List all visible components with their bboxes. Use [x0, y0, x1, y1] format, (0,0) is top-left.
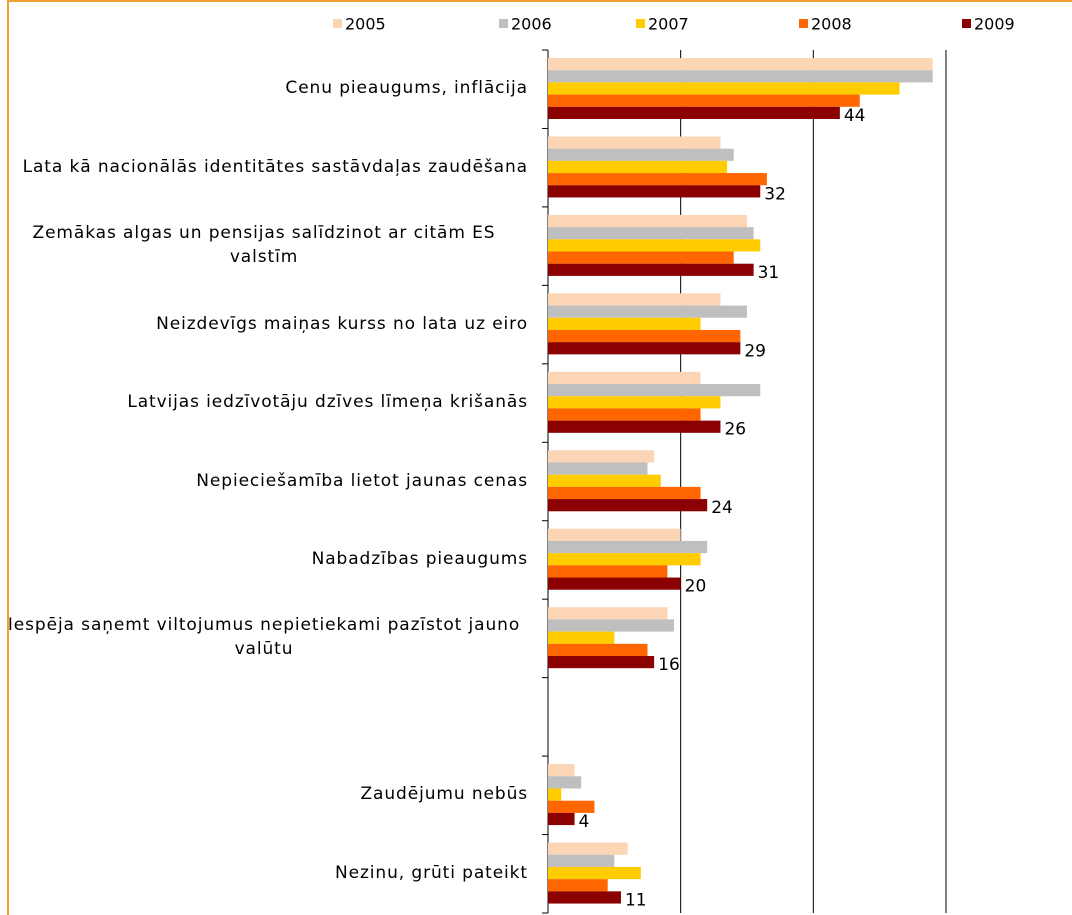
- legend-label: 2008: [811, 15, 852, 34]
- bar: [548, 854, 615, 867]
- bar: [548, 486, 701, 500]
- category-label: Zemākas algas un pensijas salīdzinot ar …: [32, 223, 496, 268]
- bar: [548, 788, 562, 801]
- data-label: 20: [685, 577, 707, 597]
- data-label: 4: [579, 812, 590, 832]
- data-label: 16: [658, 655, 680, 675]
- bar: [548, 450, 655, 463]
- legend-swatch: [499, 19, 508, 28]
- bar: [548, 185, 761, 198]
- legend-swatch: [333, 19, 342, 28]
- bar: [548, 553, 701, 566]
- bar: [548, 462, 648, 475]
- bar: [548, 263, 754, 276]
- bar: [548, 607, 668, 620]
- bar: [548, 214, 747, 228]
- bar: [548, 342, 741, 355]
- bar: [548, 474, 661, 487]
- bar: [548, 371, 701, 385]
- category-label: Latvijas iedzīvotāju dzīves līmeņa kriša…: [127, 392, 528, 413]
- data-label: 24: [711, 498, 733, 518]
- category-label: Lata kā nacionālās identitātes sastāvdaļ…: [22, 156, 528, 177]
- category-label: Zaudējumu nebūs: [360, 784, 528, 805]
- bar: [548, 842, 628, 855]
- category-label: Cenu pieaugums, inflācija: [285, 78, 528, 99]
- data-label: 44: [844, 106, 866, 126]
- bar: [548, 70, 933, 83]
- data-label: 29: [744, 341, 766, 361]
- bar: [548, 239, 761, 252]
- bar: [548, 540, 708, 554]
- bar: [548, 812, 575, 826]
- bar: [548, 499, 708, 512]
- bar: [548, 631, 615, 644]
- bar: [548, 227, 754, 240]
- bar: [548, 82, 900, 95]
- legend-swatch: [636, 19, 645, 28]
- bar: [548, 305, 747, 318]
- category-label: Neizdevīgs maiņas kurss no lata uz eiro: [156, 313, 528, 334]
- data-label: 11: [625, 890, 647, 910]
- bar: [548, 528, 681, 541]
- category-label: Nepieciešamība lietot jaunas cenas: [196, 470, 528, 491]
- bar: [548, 408, 701, 421]
- frame: [7, 0, 1072, 915]
- bar: [548, 619, 675, 632]
- category-label: Nabadzības pieaugums: [311, 548, 528, 569]
- bar: [548, 800, 595, 813]
- bar: [548, 879, 608, 892]
- bar: [548, 94, 860, 107]
- bar: [548, 148, 734, 161]
- bar: [548, 577, 681, 590]
- data-label: 32: [764, 184, 786, 204]
- bar: [548, 106, 840, 119]
- bar: [548, 866, 641, 880]
- legend-label: 2009: [974, 15, 1015, 34]
- bar: [548, 173, 767, 186]
- legend-swatch: [962, 19, 971, 28]
- legend-swatch: [799, 19, 808, 28]
- bar: [548, 317, 701, 330]
- legend-label: 2005: [345, 15, 386, 34]
- bar: [548, 643, 648, 656]
- bar: [548, 384, 761, 397]
- bar: [548, 776, 582, 789]
- bar: [548, 251, 734, 264]
- bar: [548, 58, 933, 71]
- bar: [548, 293, 721, 306]
- bar: [548, 420, 721, 433]
- bar: [548, 891, 621, 904]
- data-label: 31: [758, 263, 780, 283]
- bar: [548, 764, 575, 777]
- bar: [548, 136, 721, 149]
- bar: [548, 396, 721, 409]
- bar: [548, 565, 668, 578]
- category-label: Nezinu, grūti pateikt: [335, 862, 528, 883]
- bar: [548, 160, 728, 174]
- legend-label: 2007: [648, 15, 689, 34]
- category-label: Iespēja saņemt viltojumus nepietiekami p…: [7, 615, 521, 660]
- legend-label: 2006: [511, 15, 552, 34]
- bar: [548, 329, 741, 343]
- bar: [548, 655, 655, 669]
- data-label: 26: [724, 420, 746, 440]
